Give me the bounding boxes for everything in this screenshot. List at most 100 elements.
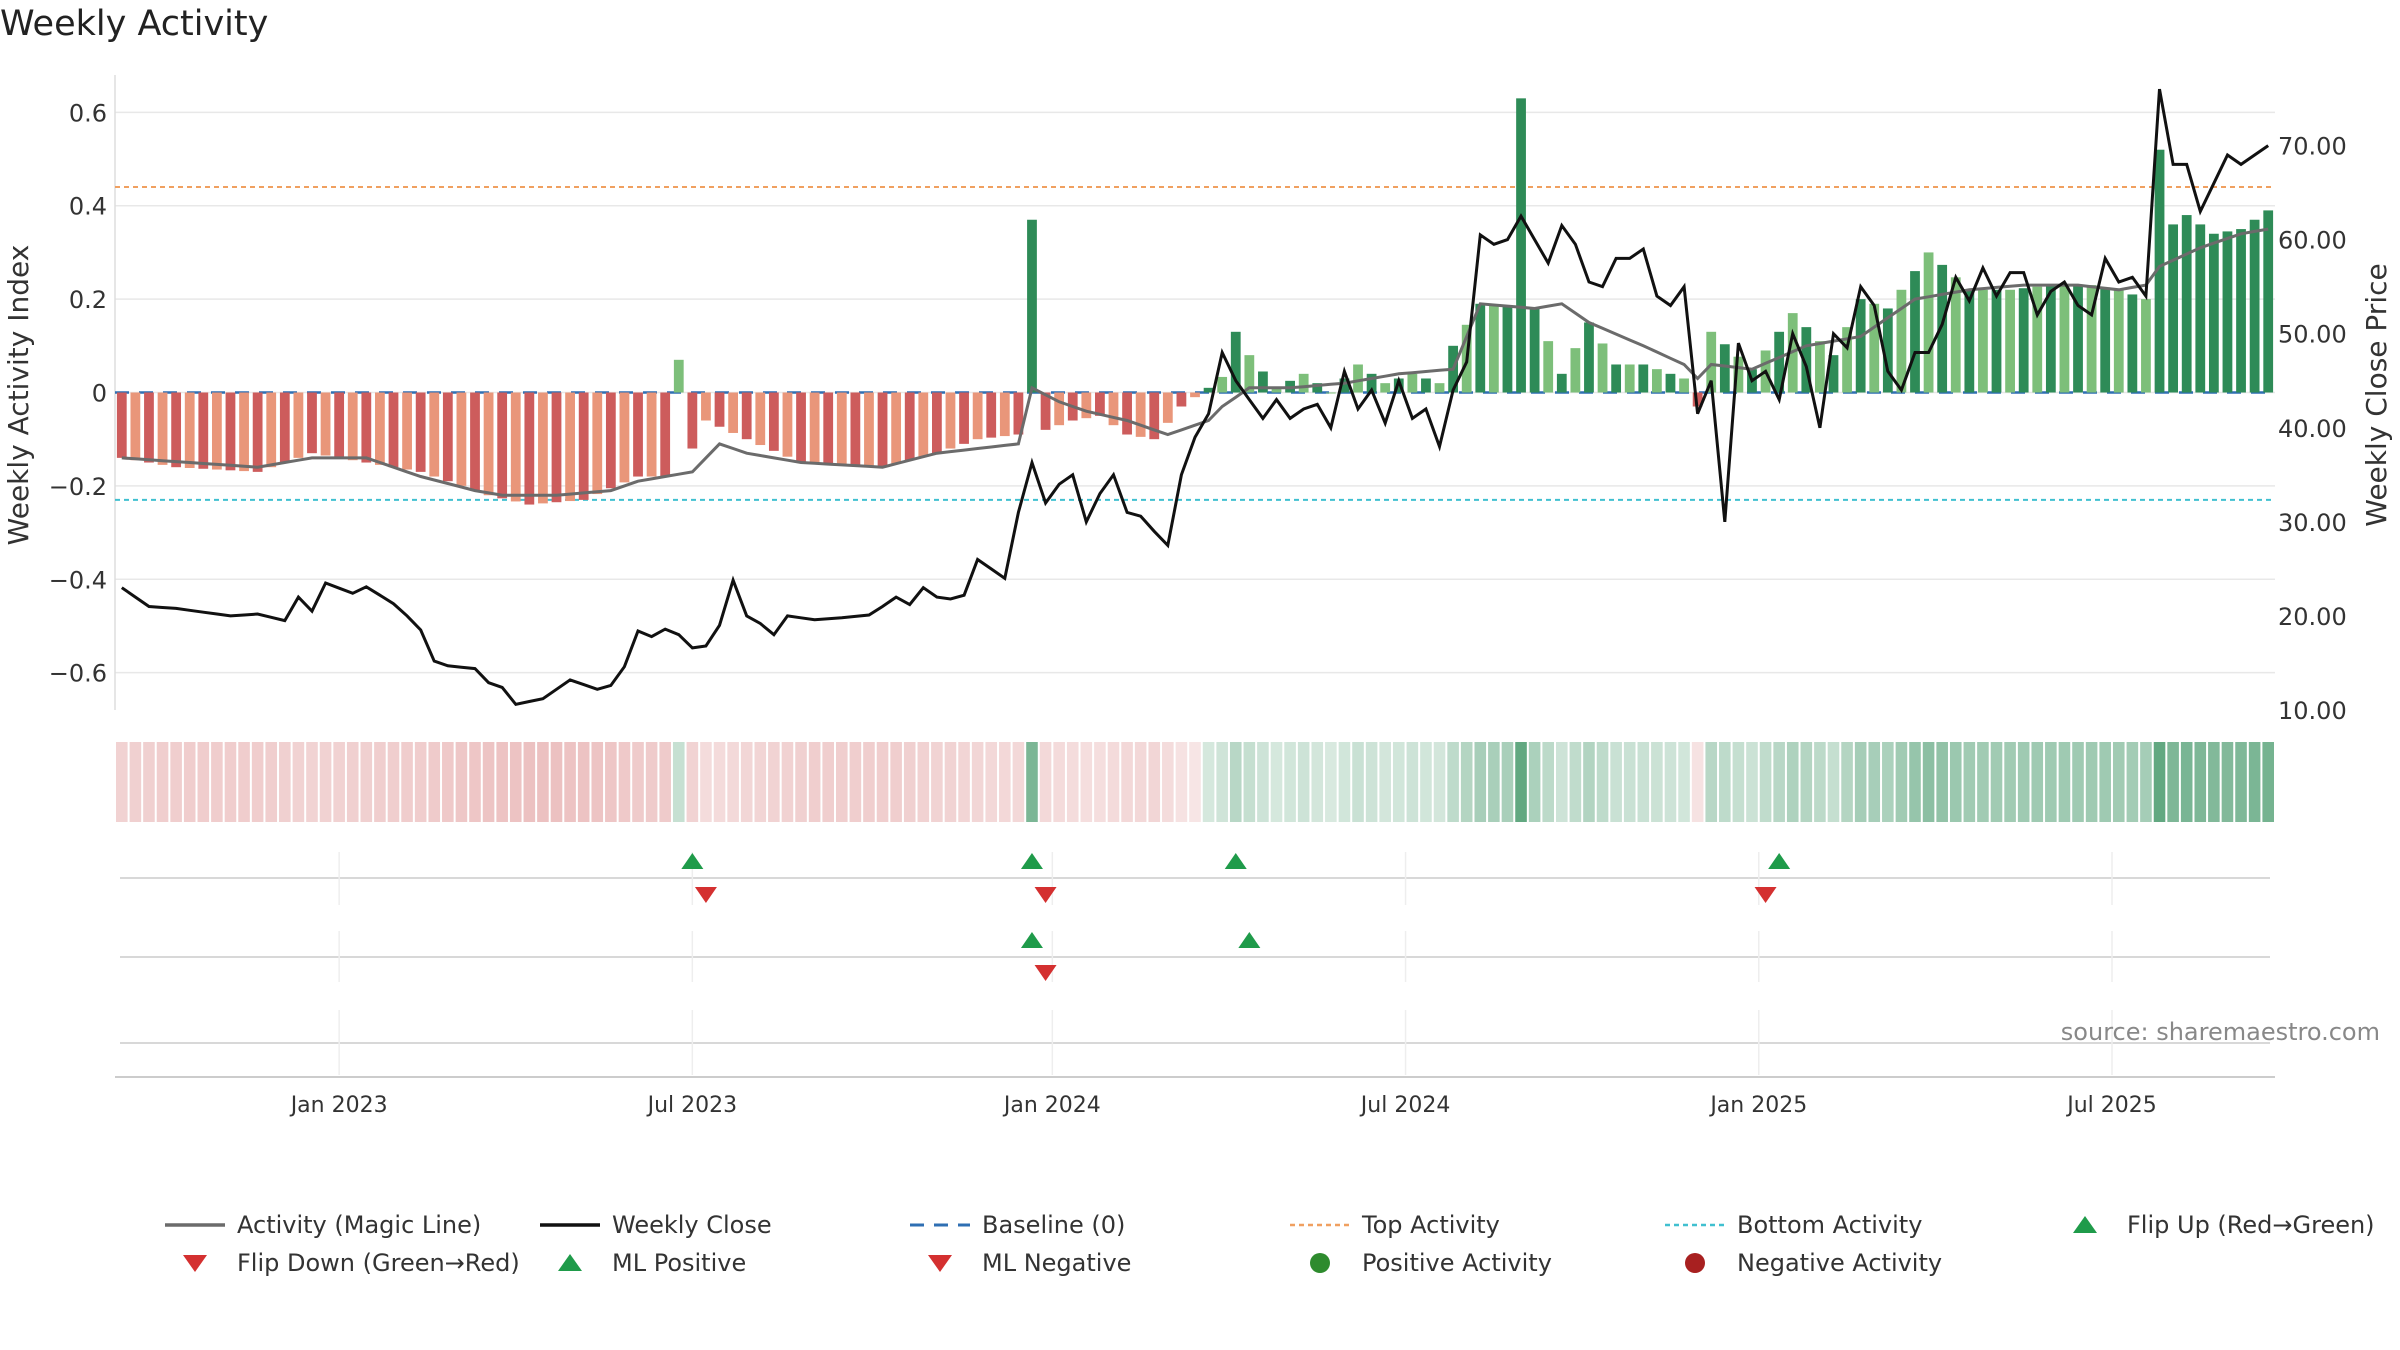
activity-bar	[809, 392, 820, 464]
legend-item: ML Positive	[558, 1249, 746, 1277]
heat-cell	[183, 742, 196, 822]
legend-label: Flip Up (Red→Green)	[2127, 1211, 2375, 1239]
heat-cell	[700, 742, 712, 822]
left-tick-label: 0	[92, 380, 107, 408]
legend-swatch	[1685, 1253, 1705, 1273]
activity-bar	[157, 392, 168, 465]
activity-bar	[1950, 277, 1961, 393]
heat-cell	[1338, 742, 1351, 822]
ml-positive-marker	[1238, 932, 1261, 948]
heat-cell	[605, 742, 617, 822]
activity-bar	[959, 392, 969, 444]
heat-cell	[1596, 742, 1609, 822]
legend-item: Flip Down (Green→Red)	[183, 1249, 520, 1277]
activity-bar	[510, 392, 521, 502]
activity-bar	[361, 392, 372, 463]
activity-bar	[1692, 392, 1703, 407]
activity-bar	[1923, 252, 1934, 393]
heat-cell	[781, 742, 794, 822]
heat-cell	[170, 742, 182, 822]
legend-label: ML Negative	[982, 1249, 1131, 1277]
flip-down-marker	[694, 887, 717, 903]
heat-cell	[469, 742, 481, 822]
heat-cell	[2017, 742, 2030, 822]
activity-bar	[2086, 285, 2097, 393]
heat-cell	[903, 742, 916, 822]
activity-bar	[605, 392, 616, 489]
heat-cell	[1556, 742, 1568, 822]
flip-up-marker	[1020, 853, 1043, 869]
activity-bar	[1135, 392, 1146, 437]
heat-cell	[211, 742, 223, 822]
heat-cell	[1189, 742, 1201, 822]
heat-cell	[795, 742, 807, 822]
heat-cell	[2045, 742, 2057, 822]
heat-cell	[1759, 742, 1772, 822]
activity-bar	[1122, 392, 1132, 435]
activity-bar	[1176, 392, 1187, 407]
heat-cell	[1922, 742, 1935, 822]
heat-cell	[156, 742, 169, 822]
activity-bar	[646, 392, 657, 477]
heat-cell	[876, 742, 889, 822]
heat-cell	[1229, 742, 1242, 822]
activity-bar	[211, 392, 222, 470]
heat-cell	[2058, 742, 2071, 822]
activity-bar	[796, 392, 806, 463]
heat-cell	[822, 742, 834, 822]
heat-cell	[129, 742, 142, 822]
activity-bar	[1502, 306, 1513, 393]
activity-bar	[2181, 215, 2192, 393]
heat-cell	[2194, 742, 2207, 822]
heat-cell	[917, 742, 930, 822]
left-tick-label: −0.4	[49, 566, 107, 594]
activity-bar	[2100, 287, 2111, 393]
heat-cell	[1528, 742, 1541, 822]
legend-item: Activity (Magic Line)	[165, 1211, 481, 1239]
heat-cell	[1012, 742, 1025, 822]
heat-cell	[2180, 742, 2193, 822]
legend-label: Flip Down (Green→Red)	[237, 1249, 520, 1277]
heat-cell	[306, 742, 318, 822]
activity-bar	[2018, 288, 2029, 393]
heat-cell	[1827, 742, 1840, 822]
x-tick-label: Jan 2023	[289, 1093, 388, 1118]
activity-bar	[130, 392, 141, 461]
heat-cell	[1053, 742, 1065, 822]
activity-bar	[1719, 344, 1730, 393]
heat-cell	[414, 742, 427, 822]
heat-cell	[496, 742, 508, 822]
activity-bar	[1434, 383, 1445, 393]
heat-cell	[1352, 742, 1364, 822]
heat-cell	[1080, 742, 1093, 822]
heat-cell	[1732, 742, 1745, 822]
x-tick-label: Jan 2025	[1708, 1093, 1807, 1118]
heat-cell	[754, 742, 767, 822]
activity-bar	[2168, 224, 2179, 393]
heat-cell	[1678, 742, 1690, 822]
activity-bar	[1869, 303, 1880, 393]
activity-bar	[1774, 331, 1785, 393]
activity-bar	[1842, 327, 1852, 393]
heat-cell	[143, 742, 155, 822]
left-axis: 0.6 0.4 0.2 0 −0.2 −0.4 −0.6	[49, 99, 107, 687]
heat-cell	[1284, 742, 1296, 822]
magic-line	[121, 227, 2269, 497]
activity-bar	[1978, 289, 1988, 393]
heat-cell	[944, 742, 957, 822]
activity-bar	[2073, 285, 2083, 393]
activity-bar	[1937, 264, 1948, 393]
heat-cell	[890, 742, 902, 822]
legend-label: Positive Activity	[1362, 1249, 1552, 1277]
right-tick-label: 20.00	[2278, 603, 2347, 631]
flip-up-marker	[1768, 853, 1791, 869]
heat-cell	[360, 742, 373, 822]
heat-cell	[1162, 742, 1174, 822]
activity-bar	[497, 392, 508, 499]
legend-swatch	[183, 1255, 207, 1272]
activity-bar	[1529, 308, 1540, 393]
activity-bar	[279, 392, 290, 463]
x-axis: Jan 2023 Jul 2023 Jan 2024 Jul 2024 Jan 2025…	[115, 1076, 2275, 1118]
activity-bar	[307, 392, 317, 454]
heat-cell	[1664, 742, 1677, 822]
